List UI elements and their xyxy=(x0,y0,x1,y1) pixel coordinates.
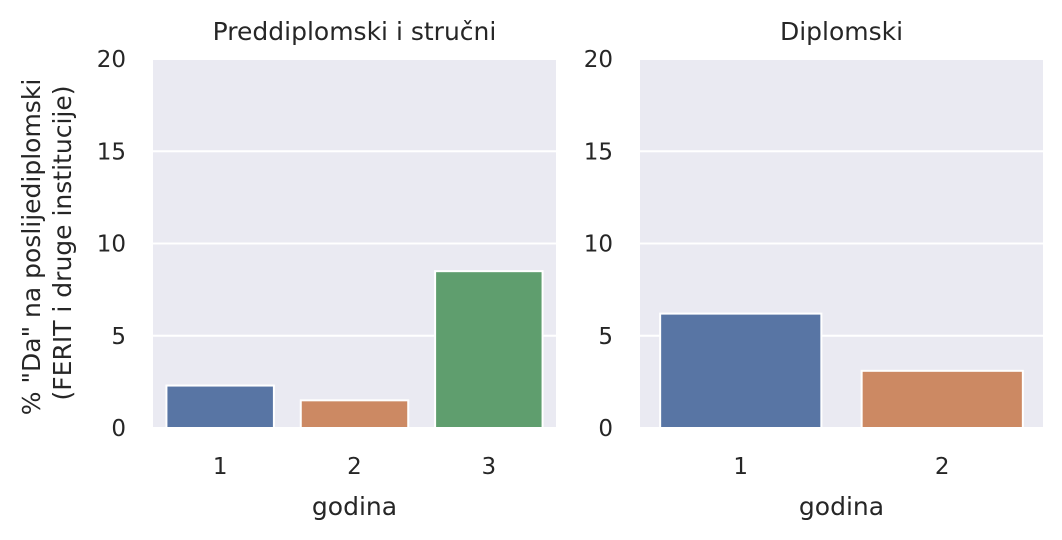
x-tick-label: 2 xyxy=(347,454,362,480)
x-tick-label: 2 xyxy=(935,454,950,480)
x-axis-label: godina xyxy=(799,492,884,521)
y-tick-label: 15 xyxy=(97,139,126,165)
y-tick-label: 10 xyxy=(97,232,126,258)
bar-2 xyxy=(299,399,410,430)
panel-1: 0 5 10 15 20 1 2 3 Preddiplomski i stručni godina xyxy=(97,17,556,521)
y-tick-label: 15 xyxy=(584,139,613,165)
bar-2 xyxy=(860,369,1024,429)
y-axis-label-line-1: % "Da" na poslijediplomski xyxy=(17,79,46,415)
y-tick-label: 20 xyxy=(584,47,613,73)
y-tick-label: 20 xyxy=(97,47,126,73)
y-tick-label: 5 xyxy=(598,324,613,350)
y-tick-label: 10 xyxy=(584,232,613,258)
panel-2: 0 5 10 15 20 1 2 Diplomski godina xyxy=(584,17,1043,521)
y-axis-label: % "Da" na poslijediplomski (FERIT i drug… xyxy=(17,71,77,415)
y-tick-label: 0 xyxy=(598,416,613,442)
bar-1 xyxy=(659,312,823,429)
y-tick-label: 5 xyxy=(111,324,126,350)
panel-title: Preddiplomski i stručni xyxy=(213,17,497,46)
y-tick-label: 0 xyxy=(111,416,126,442)
x-tick-label: 3 xyxy=(482,454,497,480)
bar-1 xyxy=(165,384,275,430)
panel-title: Diplomski xyxy=(780,17,903,46)
x-tick-label: 1 xyxy=(213,454,228,480)
x-axis-label: godina xyxy=(312,492,397,521)
y-axis-label-line-2: (FERIT i druge institucije) xyxy=(48,86,77,401)
x-tick-label: 1 xyxy=(733,454,748,480)
bar-3 xyxy=(434,270,544,429)
